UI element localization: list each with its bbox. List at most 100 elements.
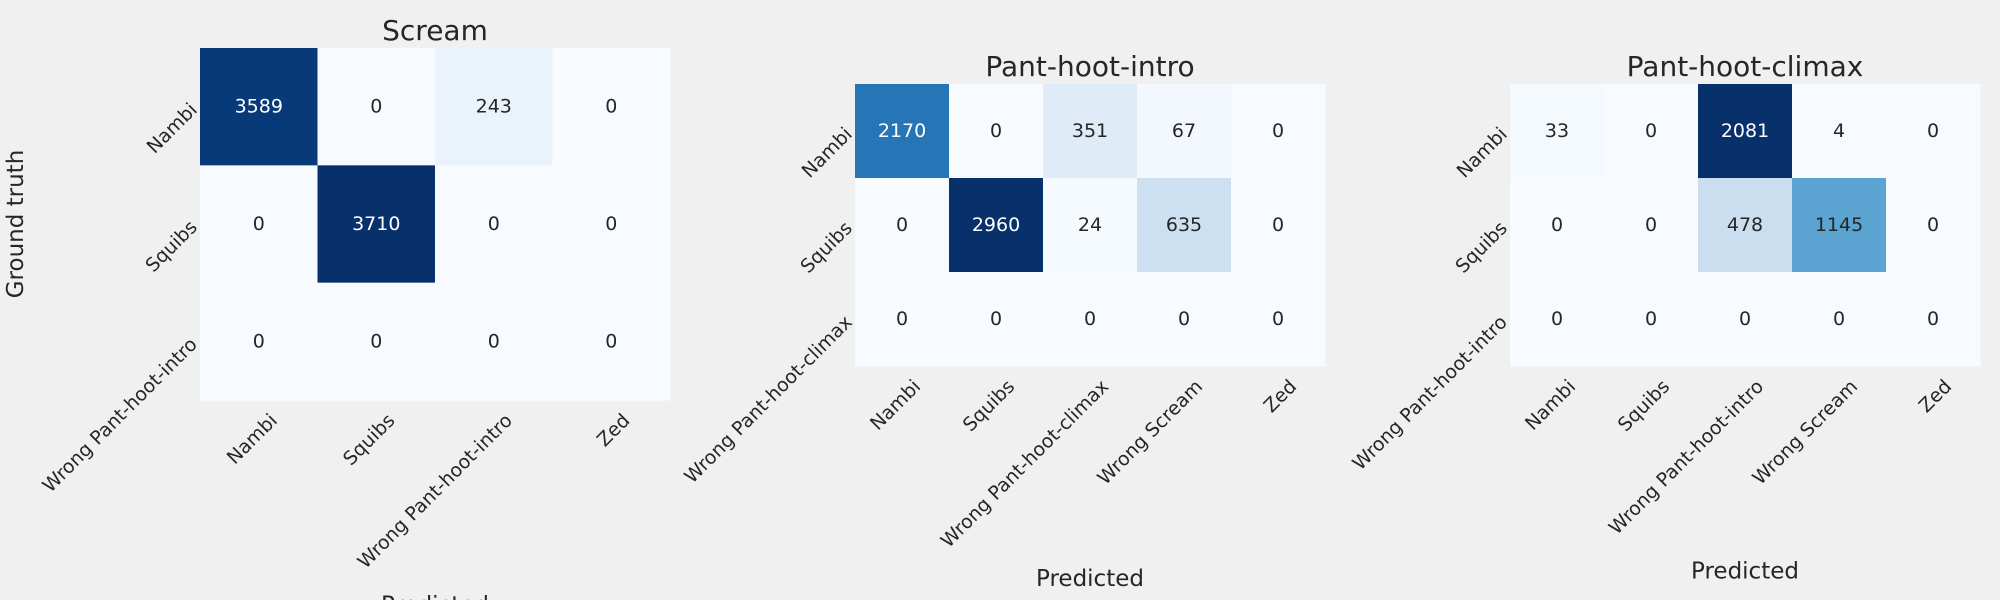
cell-value-label: 0 bbox=[1272, 120, 1284, 142]
x-axis-label: Predicted bbox=[381, 592, 489, 600]
cell-value-label: 0 bbox=[1272, 308, 1284, 330]
heatmap-cell bbox=[317, 282, 436, 401]
cell-value-label: 0 bbox=[1927, 308, 1939, 330]
heatmap-cell bbox=[1792, 178, 1887, 273]
cell-value-label: 0 bbox=[488, 330, 500, 352]
cell-value-label: 3710 bbox=[352, 213, 400, 235]
heatmap-cell bbox=[1137, 272, 1232, 367]
cell-value-label: 0 bbox=[370, 330, 382, 352]
heatmap-cell bbox=[317, 165, 436, 284]
x-tick-label: Nambi bbox=[223, 410, 282, 469]
heatmap-cell bbox=[1604, 178, 1699, 273]
x-tick-label: Wrong Pant-hoot-climax bbox=[937, 376, 1114, 553]
heatmap-cell bbox=[1231, 272, 1326, 367]
heatmap-cell bbox=[1604, 272, 1699, 367]
cell-value-label: 4 bbox=[1833, 120, 1845, 142]
heatmap-cell bbox=[1698, 178, 1793, 273]
cell-value-label: 0 bbox=[990, 120, 1002, 142]
heatmap-panel-2: 2170 0 351 67 0 0 2960 24 635 0 0 0 0 0 0 Pant-hoot-int… bbox=[680, 50, 1326, 592]
x-axis-label: Predicted bbox=[1036, 566, 1144, 592]
cell-value-label: 351 bbox=[1072, 120, 1108, 142]
x-tick-label: Squibs bbox=[1614, 376, 1674, 436]
cell-value-label: 2081 bbox=[1721, 120, 1769, 142]
x-axis-label: Predicted bbox=[1691, 558, 1799, 584]
x-tick-label: Squibs bbox=[339, 410, 399, 470]
cell-value-label: 0 bbox=[1645, 214, 1657, 236]
cell-value-label: 24 bbox=[1078, 214, 1102, 236]
heatmap-cell bbox=[949, 84, 1044, 179]
y-axis-label: Ground truth bbox=[3, 150, 29, 299]
cell-value-label: 0 bbox=[1084, 308, 1096, 330]
heatmap-cell bbox=[435, 282, 553, 401]
y-tick-label: Nambi bbox=[143, 99, 202, 158]
heatmap-cell bbox=[1510, 84, 1605, 179]
heatmap-cell bbox=[1698, 84, 1793, 179]
y-tick-label: Wrong Pant-hoot-intro bbox=[38, 334, 201, 497]
y-tick-label: Nambi bbox=[798, 123, 857, 182]
cell-value-label: 0 bbox=[1645, 120, 1657, 142]
cell-value-label: 0 bbox=[896, 308, 908, 330]
heatmap-cell bbox=[949, 178, 1044, 273]
chart-title: Pant-hoot-intro bbox=[985, 50, 1194, 83]
heatmap-cell bbox=[552, 48, 671, 166]
chart-title: Pant-hoot-climax bbox=[1627, 50, 1864, 83]
heatmap-cell bbox=[317, 48, 436, 166]
heatmap-panel-1: 3589 0 243 0 0 3710 0 0 0 0 0 0 Scream Nambi Squibs Wro… bbox=[3, 14, 671, 600]
y-tick-label: Squibs bbox=[1451, 217, 1511, 277]
x-tick-label: Nambi bbox=[866, 376, 925, 435]
y-tick-label: Wrong Pant-hoot-intro bbox=[1348, 311, 1511, 474]
cell-value-label: 0 bbox=[605, 213, 617, 235]
heatmap-panel-3: 33 0 2081 4 0 0 0 478 1145 0 0 0 0 0 0 Pant-hoot-climax… bbox=[1348, 50, 1981, 584]
cell-value-label: 0 bbox=[253, 330, 265, 352]
cell-value-label: 243 bbox=[476, 96, 512, 118]
heatmap-cell bbox=[1137, 178, 1232, 273]
cell-value-label: 0 bbox=[1551, 214, 1563, 236]
cell-value-label: 0 bbox=[605, 96, 617, 118]
heatmap-cell bbox=[1886, 272, 1981, 367]
heatmap-cell bbox=[1698, 272, 1793, 367]
y-tick-label: Squibs bbox=[796, 217, 856, 277]
heatmap-cell bbox=[1231, 178, 1326, 273]
cell-value-label: 0 bbox=[253, 213, 265, 235]
heatmap-cell bbox=[1604, 84, 1699, 179]
cell-value-label: 3589 bbox=[235, 96, 283, 118]
cell-value-label: 0 bbox=[1739, 308, 1751, 330]
cell-value-label: 2170 bbox=[878, 120, 926, 142]
heatmap-cell bbox=[1043, 272, 1138, 367]
heatmap-cell bbox=[1510, 272, 1605, 367]
cell-value-label: 478 bbox=[1727, 214, 1763, 236]
cell-value-label: 0 bbox=[1927, 120, 1939, 142]
x-tick-label: Nambi bbox=[1521, 376, 1580, 435]
heatmap-cell bbox=[855, 178, 950, 273]
heatmap-cell bbox=[1792, 272, 1887, 367]
cell-value-label: 0 bbox=[1178, 308, 1190, 330]
x-tick-label: Squibs bbox=[959, 376, 1019, 436]
cell-value-label: 0 bbox=[1551, 308, 1563, 330]
cell-value-label: 0 bbox=[370, 96, 382, 118]
cell-value-label: 1145 bbox=[1815, 214, 1863, 236]
x-tick-label: Zed bbox=[1260, 376, 1302, 418]
cell-value-label: 2960 bbox=[972, 214, 1020, 236]
y-tick-label: Wrong Pant-hoot-climax bbox=[680, 311, 857, 488]
y-tick-label: Squibs bbox=[141, 216, 201, 276]
cell-value-label: 635 bbox=[1166, 214, 1202, 236]
cell-value-label: 0 bbox=[896, 214, 908, 236]
heatmap-cell bbox=[949, 272, 1044, 367]
heatmap-cell bbox=[200, 165, 318, 284]
y-tick-label: Nambi bbox=[1453, 123, 1512, 182]
cell-value-label: 67 bbox=[1172, 120, 1196, 142]
chart-title: Scream bbox=[382, 14, 488, 47]
cell-value-label: 0 bbox=[1272, 214, 1284, 236]
heatmap-cell bbox=[1043, 84, 1138, 179]
heatmap-cell bbox=[1510, 178, 1605, 273]
heatmap-cell bbox=[200, 48, 318, 166]
heatmap-cell bbox=[1792, 84, 1887, 179]
heatmap-cell bbox=[435, 48, 553, 166]
cell-value-label: 0 bbox=[1645, 308, 1657, 330]
heatmap-cell bbox=[552, 282, 671, 401]
heatmap-cell bbox=[1137, 84, 1232, 179]
x-tick-label: Zed bbox=[1915, 376, 1957, 418]
heatmap-cell bbox=[1886, 84, 1981, 179]
heatmap-cell bbox=[1043, 178, 1138, 273]
